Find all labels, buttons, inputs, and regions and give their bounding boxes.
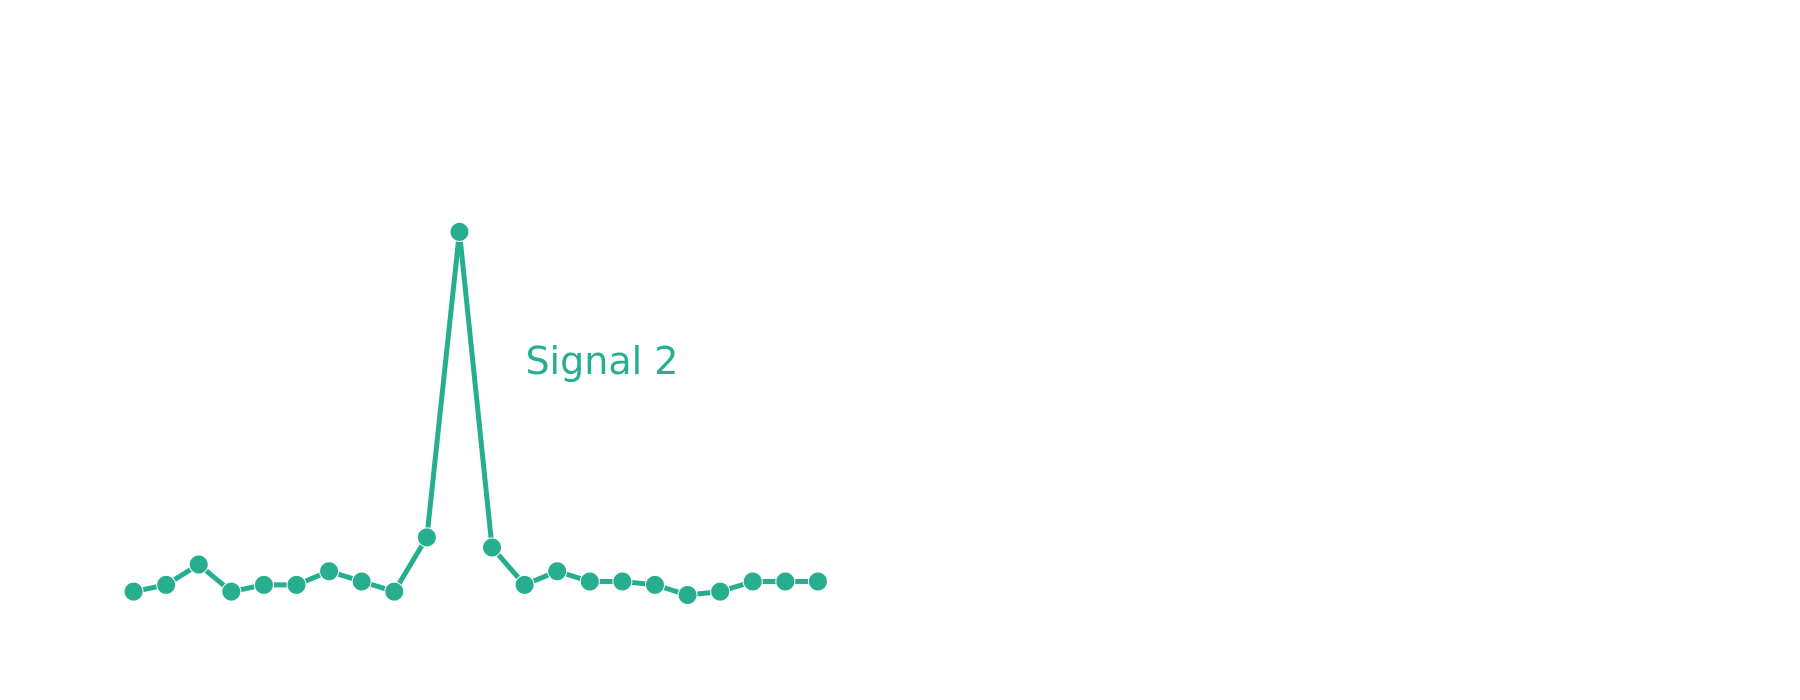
data-point	[710, 581, 731, 602]
data-point	[677, 585, 698, 606]
data-point	[807, 571, 828, 592]
marker-layer	[123, 221, 828, 606]
data-point	[742, 571, 763, 592]
data-point	[123, 581, 144, 602]
data-point	[547, 561, 568, 582]
data-point	[775, 571, 796, 592]
data-point	[156, 574, 177, 595]
data-point	[221, 581, 242, 602]
data-point	[612, 571, 633, 592]
data-point	[188, 554, 209, 575]
data-point	[253, 574, 274, 595]
data-point	[416, 527, 437, 548]
series-line-segment	[424, 229, 462, 540]
series-line-segment	[456, 229, 495, 551]
data-point	[384, 581, 405, 602]
data-point	[286, 574, 307, 595]
data-point	[482, 537, 503, 558]
data-point	[319, 561, 340, 582]
series-label: Signal 2	[525, 339, 678, 383]
series-layer	[131, 229, 821, 598]
data-point	[449, 221, 470, 242]
data-point	[579, 571, 600, 592]
data-point	[351, 571, 372, 592]
data-point	[514, 574, 535, 595]
data-point	[644, 574, 665, 595]
series-line-segment	[391, 534, 430, 595]
